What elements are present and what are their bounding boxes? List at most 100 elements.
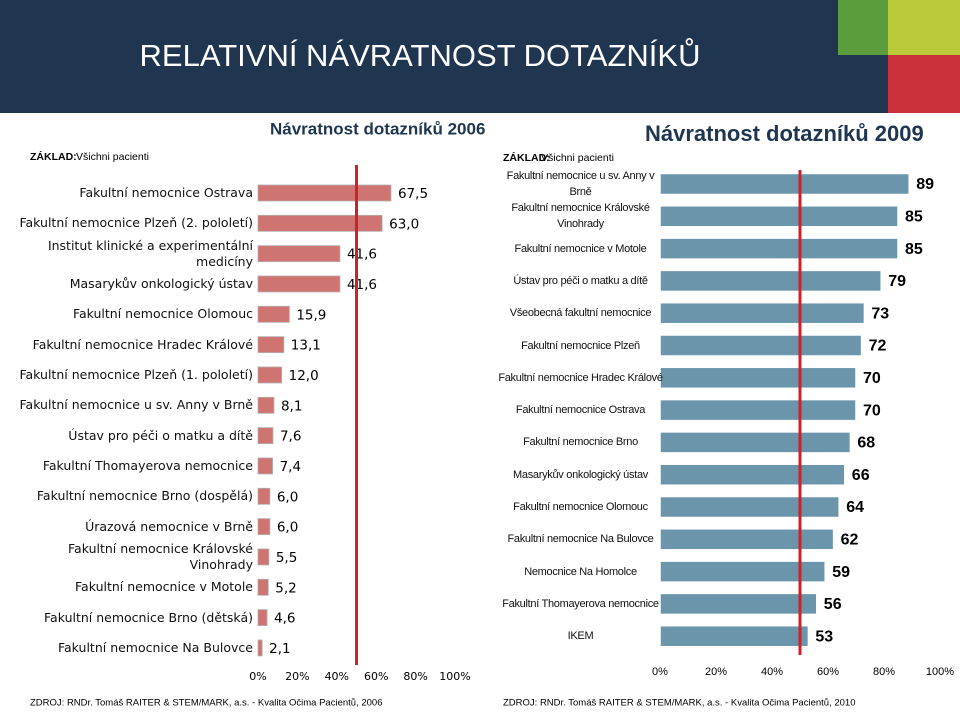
value-label: 70 bbox=[863, 370, 881, 387]
category-label: Masarykův onkologický ústav bbox=[513, 468, 648, 481]
bar bbox=[659, 592, 818, 616]
category-label: Fakultní nemocnice Královské Vinohrady bbox=[511, 202, 650, 231]
category-label: Fakultní nemocnice Brno (dětská) bbox=[44, 609, 253, 625]
bar bbox=[659, 624, 810, 648]
value-label: 85 bbox=[905, 241, 923, 258]
bar bbox=[659, 528, 835, 551]
value-label: 67,5 bbox=[398, 186, 428, 202]
category-label: Fakultní nemocnice u sv. Anny v Brně bbox=[506, 170, 655, 198]
value-label: 66 bbox=[852, 467, 870, 484]
category-label: Všeobecná fakultní nemocnice bbox=[509, 307, 652, 320]
category-label: Fakultní nemocnice Olomouc bbox=[72, 306, 253, 322]
category-label: Fakultní nemocnice Plzeň (2. pololetí) bbox=[19, 215, 253, 231]
bar bbox=[257, 214, 383, 232]
value-label: 6,0 bbox=[277, 520, 298, 536]
bar bbox=[257, 275, 341, 293]
category-label: Fakultní nemocnice Královské Vinohrady bbox=[68, 540, 253, 572]
base-label: ZÁKLAD: bbox=[30, 150, 77, 163]
x-tick-label: 80% bbox=[403, 670, 427, 683]
value-label: 62 bbox=[841, 532, 859, 549]
base-text: Všichni pacienti bbox=[541, 152, 614, 164]
value-label: 63,0 bbox=[389, 216, 419, 232]
category-label: Fakultní nemocnice Hradec Králové bbox=[32, 336, 253, 352]
bar bbox=[257, 548, 270, 566]
bar bbox=[659, 301, 866, 325]
bar bbox=[257, 396, 275, 414]
bar bbox=[659, 560, 826, 583]
x-tick-label: 0% bbox=[652, 666, 668, 678]
bar bbox=[257, 487, 271, 505]
category-label: Fakultní Thomayerova nemocnice bbox=[502, 597, 659, 610]
bar bbox=[257, 305, 290, 323]
x-tick-label: 40% bbox=[761, 666, 783, 678]
category-label: Fakultní nemocnice v Motole bbox=[75, 579, 253, 595]
value-label: 15,9 bbox=[296, 307, 326, 323]
bar bbox=[659, 463, 846, 486]
bar bbox=[257, 639, 263, 657]
value-label: 7,4 bbox=[280, 459, 301, 475]
decor-square bbox=[838, 0, 888, 55]
bar bbox=[659, 237, 899, 260]
base-text: Všichni pacienti bbox=[76, 151, 149, 163]
value-label: 12,0 bbox=[289, 368, 319, 384]
value-label: 79 bbox=[888, 273, 906, 290]
header-band bbox=[0, 0, 936, 113]
bar bbox=[257, 245, 341, 263]
bar bbox=[257, 609, 268, 627]
value-label: 53 bbox=[815, 628, 833, 645]
category-label: Fakultní nemocnice Brno (dospělá) bbox=[36, 488, 253, 504]
category-label: Fakultní nemocnice v Motole bbox=[514, 242, 647, 255]
category-label: Fakultní nemocnice Olomouc bbox=[513, 501, 648, 513]
bar bbox=[659, 495, 840, 519]
bar bbox=[257, 518, 271, 536]
category-label: Fakultní nemocnice Na Bulovce bbox=[57, 639, 253, 655]
chart-title: Návratnost dotazníků 2009 bbox=[645, 121, 924, 146]
decor-square bbox=[888, 0, 960, 55]
value-label: 64 bbox=[846, 499, 864, 516]
x-tick-label: 40% bbox=[325, 670, 349, 683]
source: ZDROJ: RNDr. Tomáš RAITER & STEM/MARK, a… bbox=[503, 698, 855, 709]
category-label: Fakultní nemocnice u sv. Anny v Brně bbox=[19, 397, 254, 413]
value-label: 41,6 bbox=[347, 277, 377, 293]
source: ZDROJ: RNDr. Tomáš RAITER & STEM/MARK, a… bbox=[30, 698, 382, 709]
chart-title: Návratnost dotazníků 2006 bbox=[270, 119, 485, 138]
bar bbox=[257, 366, 283, 384]
category-label: Institut klinické a experimentální medic… bbox=[47, 237, 253, 269]
bar bbox=[257, 457, 273, 475]
x-tick-label: 100% bbox=[926, 666, 954, 678]
bar bbox=[659, 366, 857, 390]
category-label: Nemocnice Na Homolce bbox=[524, 565, 637, 578]
category-label: Masarykův onkologický ústav bbox=[69, 275, 253, 291]
base-label: ZÁKLAD: bbox=[503, 151, 550, 164]
category-label: Fakultní nemocnice Hradec Králové bbox=[498, 371, 663, 384]
category-label: Fakultní nemocnice Ostrava bbox=[79, 185, 253, 200]
category-label: Fakultní nemocnice Plzeň bbox=[521, 339, 640, 352]
bar bbox=[659, 205, 899, 228]
page-title: RELATIVNÍ NÁVRATNOST DOTAZNÍKŮ bbox=[140, 37, 701, 73]
bar bbox=[659, 269, 882, 293]
bar bbox=[659, 172, 910, 196]
x-tick-label: 60% bbox=[364, 670, 388, 683]
x-tick-label: 20% bbox=[705, 666, 727, 678]
value-label: 6,0 bbox=[277, 489, 298, 505]
category-label: Úrazová nemocnice v Brně bbox=[85, 518, 253, 534]
x-tick-label: 20% bbox=[285, 670, 309, 683]
bar bbox=[659, 334, 863, 357]
bar bbox=[659, 431, 852, 454]
category-label: Ústav pro péči o matku a dítě bbox=[68, 427, 253, 443]
value-label: 8,1 bbox=[281, 398, 302, 414]
bar bbox=[257, 427, 274, 445]
x-tick-label: 80% bbox=[873, 666, 895, 678]
category-label: Fakultní nemocnice Brno bbox=[523, 436, 638, 449]
value-label: 13,1 bbox=[291, 338, 321, 354]
value-label: 41,6 bbox=[347, 247, 377, 263]
bar bbox=[257, 184, 392, 202]
value-label: 5,2 bbox=[275, 580, 296, 596]
value-label: 56 bbox=[824, 596, 842, 613]
value-label: 5,5 bbox=[276, 550, 297, 566]
value-label: 59 bbox=[832, 564, 850, 581]
category-label: Fakultní nemocnice Plzeň (1. pololetí) bbox=[19, 366, 253, 382]
x-tick-label: 60% bbox=[817, 666, 839, 678]
